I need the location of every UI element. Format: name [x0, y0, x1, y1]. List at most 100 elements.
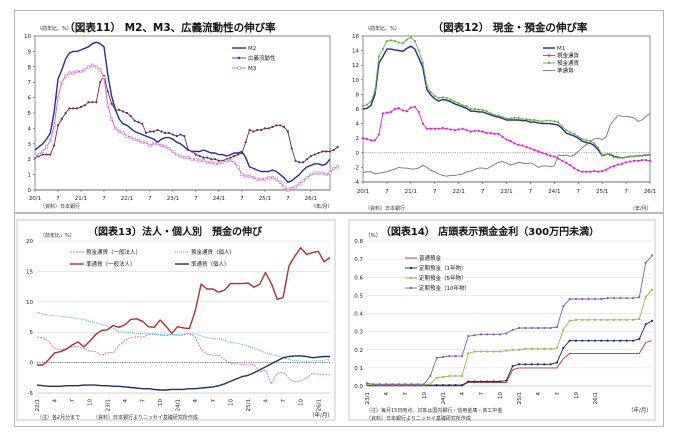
- data-point: [64, 74, 68, 78]
- x-axis-unit: （年/月）: [309, 411, 333, 419]
- x-tick-label: 4: [384, 392, 390, 396]
- data-point: [361, 104, 365, 108]
- y-tick-label: 0: [356, 151, 360, 157]
- data-point: [187, 148, 190, 152]
- data-point: [511, 364, 514, 368]
- data-point: [99, 81, 102, 84]
- data-point: [513, 142, 516, 145]
- data-point: [290, 187, 294, 190]
- data-point: [79, 69, 83, 73]
- legend-marker: [409, 286, 413, 290]
- data-point: [56, 124, 60, 127]
- data-point: [581, 318, 584, 321]
- data-point: [417, 110, 420, 114]
- data-point: [619, 339, 622, 342]
- legend-label: M1: [557, 46, 565, 52]
- data-point: [593, 142, 596, 145]
- data-point: [605, 153, 608, 156]
- data-point: [593, 169, 596, 173]
- data-point: [167, 146, 171, 150]
- data-point: [489, 131, 492, 135]
- x-tick-label: 7: [140, 399, 146, 403]
- legend-label: 準通貨: [557, 67, 574, 75]
- data-point: [549, 154, 552, 157]
- y-tick-label: 0.6: [354, 275, 363, 281]
- data-point: [624, 156, 628, 159]
- y-tick-label: 2: [28, 157, 32, 163]
- data-point: [325, 150, 328, 153]
- plot-area: [34, 35, 331, 191]
- series-line: [367, 340, 653, 387]
- data-point: [236, 165, 240, 169]
- chart-m2-m3: （図表11） M2、M3、広義流動性の伸び率 （前年比、%） （資料）日本銀行 …: [24, 21, 340, 210]
- data-point: [129, 136, 133, 140]
- x-tick-label: 7: [479, 392, 485, 396]
- data-point: [152, 142, 156, 146]
- series-line: [367, 289, 653, 386]
- legend-label: 定期預金（5年物）: [419, 274, 467, 282]
- data-point: [373, 89, 377, 92]
- x-tick-label: 21/1: [405, 189, 417, 195]
- data-point: [145, 131, 148, 135]
- data-point: [140, 140, 144, 144]
- x-tick-label: 7: [624, 189, 628, 195]
- data-point: [533, 148, 536, 151]
- data-point: [632, 159, 636, 162]
- data-point: [454, 383, 457, 387]
- data-point: [267, 176, 271, 180]
- data-point: [271, 176, 274, 180]
- data-point: [465, 104, 468, 108]
- x-tick-label: 7: [433, 189, 437, 195]
- data-point: [509, 117, 512, 120]
- data-point: [481, 108, 484, 111]
- source-note: （資料）日本銀行: [40, 203, 80, 210]
- x-tick-label: 20/1: [29, 196, 41, 202]
- x-tick-label: 23/1: [167, 196, 179, 202]
- y-tick-label: 0: [28, 188, 32, 194]
- data-point: [543, 326, 546, 330]
- data-point: [619, 296, 622, 300]
- data-point: [409, 36, 412, 39]
- legend-label: 広義流動性: [248, 54, 276, 62]
- y-tick-label: 0.0: [354, 384, 363, 390]
- data-point: [76, 107, 79, 110]
- legend-marker: [237, 66, 241, 70]
- data-point: [562, 305, 565, 308]
- data-point: [467, 380, 470, 383]
- data-point: [194, 153, 198, 156]
- data-point: [385, 40, 389, 43]
- data-point: [429, 383, 432, 386]
- data-point: [403, 383, 407, 386]
- data-point: [501, 135, 504, 138]
- legend-marker: [409, 276, 413, 280]
- y-tick-label: 5: [30, 330, 34, 336]
- data-point: [517, 348, 521, 351]
- data-point: [524, 347, 527, 350]
- data-point: [597, 146, 600, 149]
- y-tick-label: 20: [26, 239, 33, 245]
- data-point: [33, 154, 37, 158]
- data-point: [454, 374, 457, 378]
- data-point: [521, 118, 524, 121]
- data-point: [71, 71, 75, 75]
- y-tick-label: 8: [28, 65, 32, 71]
- data-point: [553, 120, 556, 123]
- source-note: （資料）日本銀行よりニッセイ基礎研究所作成: [366, 415, 471, 422]
- data-point: [317, 171, 320, 175]
- legend-label: 準通貨（一般法人）: [86, 260, 136, 268]
- data-point: [144, 140, 148, 144]
- data-point: [530, 363, 533, 366]
- data-point: [441, 126, 444, 130]
- data-point: [449, 128, 452, 131]
- data-point: [493, 132, 496, 135]
- data-point: [125, 111, 129, 115]
- data-point: [194, 157, 198, 161]
- x-tick-label: 7: [194, 196, 198, 202]
- data-point: [53, 144, 56, 147]
- data-point: [305, 176, 309, 180]
- y-tick-label: 14: [352, 49, 359, 55]
- data-point: [106, 103, 110, 107]
- y-tick-label: 0.7: [354, 257, 363, 263]
- data-point: [517, 326, 521, 330]
